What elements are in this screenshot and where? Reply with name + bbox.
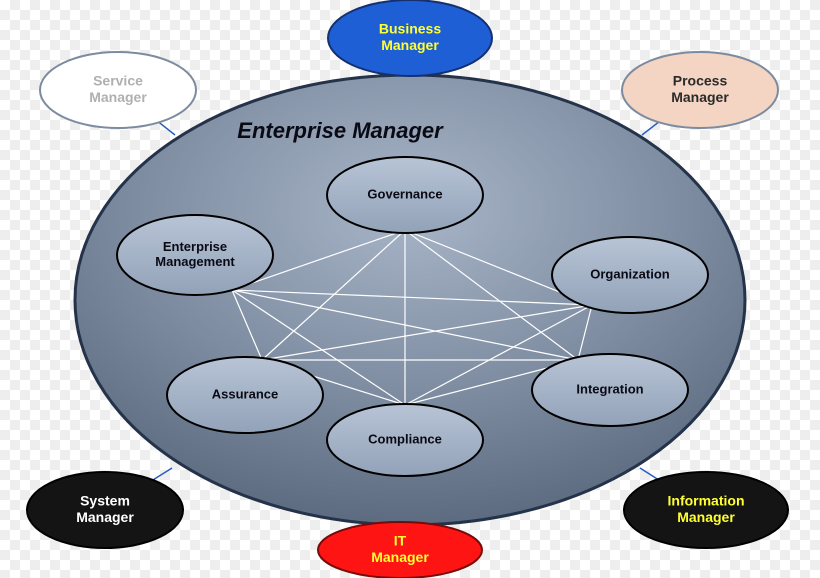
svg-text:Governance: Governance: [367, 186, 442, 201]
outer-node-service-manager: ServiceManager: [40, 52, 196, 128]
outer-node-information-manager: InformationManager: [624, 472, 788, 548]
svg-text:SystemManager: SystemManager: [76, 493, 134, 525]
outer-node-it-manager: ITManager: [318, 522, 482, 578]
inner-node-ent-mgmt: EnterpriseManagement: [117, 215, 273, 295]
inner-node-assurance: Assurance: [167, 357, 323, 433]
svg-text:EnterpriseManagement: EnterpriseManagement: [155, 239, 235, 269]
central-title: Enterprise Manager: [237, 118, 444, 143]
svg-text:Integration: Integration: [576, 381, 643, 396]
svg-text:InformationManager: InformationManager: [668, 493, 745, 525]
inner-node-integration: Integration: [532, 354, 688, 426]
svg-text:ServiceManager: ServiceManager: [89, 73, 147, 105]
outer-node-business-manager: BusinessManager: [328, 0, 492, 76]
svg-text:Assurance: Assurance: [212, 386, 278, 401]
enterprise-manager-diagram: Enterprise Manager Governance EnterpriseM…: [0, 0, 820, 578]
svg-text:ProcessManager: ProcessManager: [671, 73, 729, 105]
inner-node-governance: Governance: [327, 157, 483, 233]
outer-node-process-manager: ProcessManager: [622, 52, 778, 128]
outer-node-system-manager: SystemManager: [27, 472, 183, 548]
svg-text:Organization: Organization: [590, 266, 670, 281]
inner-node-compliance: Compliance: [327, 404, 483, 476]
svg-text:BusinessManager: BusinessManager: [379, 21, 441, 53]
svg-text:Compliance: Compliance: [368, 431, 442, 446]
inner-node-organization: Organization: [552, 237, 708, 313]
